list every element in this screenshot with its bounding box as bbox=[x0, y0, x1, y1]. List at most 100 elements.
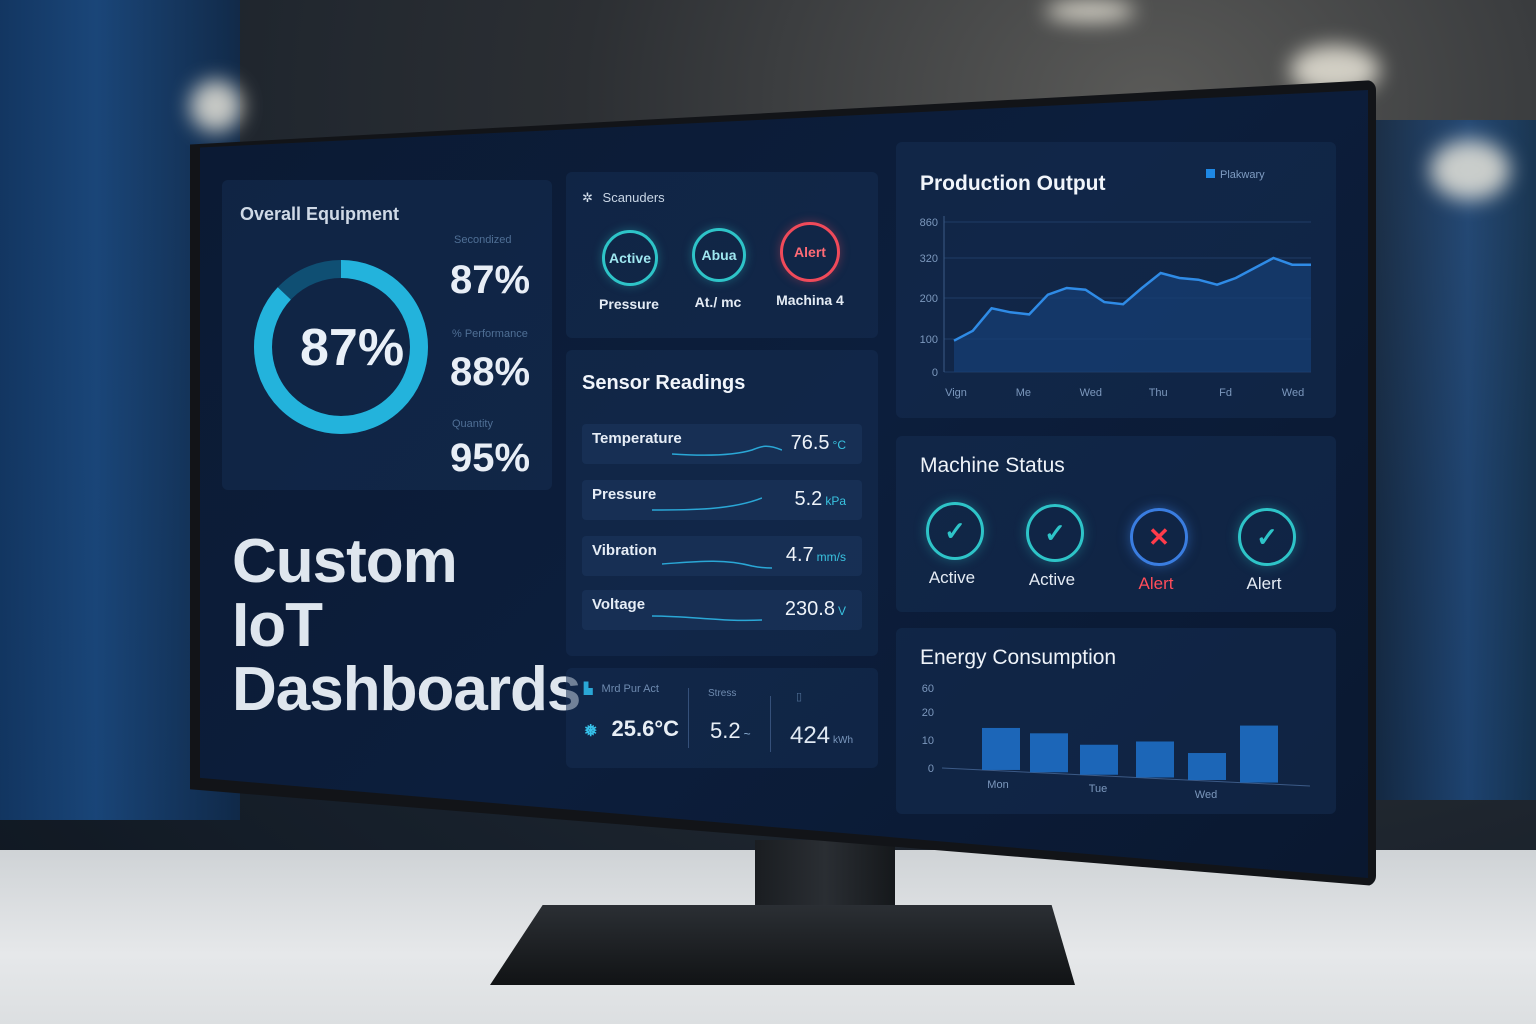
production-title: Production Output bbox=[920, 172, 1106, 195]
oee-gauge-value: 87% bbox=[300, 319, 405, 377]
sensor-value-number: 230.8 bbox=[784, 598, 835, 620]
x-tick-label: Wed bbox=[1282, 387, 1304, 399]
sensor-unit: mm/s bbox=[816, 550, 846, 564]
status-label: At./ mc bbox=[694, 294, 742, 310]
summary-panel bbox=[566, 668, 878, 768]
energy-bar bbox=[1136, 741, 1174, 778]
x-axis bbox=[941, 767, 1311, 787]
sensor-value: 76.5 °C bbox=[791, 432, 846, 455]
chart-icon: ▙ bbox=[584, 683, 593, 695]
monitor-stand-base bbox=[490, 905, 1075, 985]
sparkline bbox=[652, 497, 762, 511]
headline-line: Dashboards bbox=[232, 655, 581, 724]
x-mark-icon: ✕ bbox=[1148, 521, 1170, 552]
sensor-value: 230.8 V bbox=[785, 598, 846, 621]
sensor-unit: V bbox=[837, 604, 846, 618]
metric-value: 87% bbox=[450, 258, 531, 302]
sensor-row-vibration[interactable]: Vibration 4.7 mm/s bbox=[582, 536, 862, 576]
metric-value: 95% bbox=[450, 436, 531, 480]
summary-unit: ~ bbox=[743, 727, 751, 741]
machine-status-indicator[interactable]: ✕ bbox=[1130, 508, 1188, 566]
headline: Custom IoT Dashboards bbox=[232, 527, 581, 724]
summary-header: ▙ Mrd Pur Act bbox=[584, 682, 659, 695]
sensor-value-number: 76.5 bbox=[790, 432, 830, 454]
ceiling-light bbox=[1045, 0, 1135, 22]
battery-icon: ▯ bbox=[796, 691, 803, 703]
oee-panel bbox=[222, 180, 552, 490]
metric-label: % Performance bbox=[452, 328, 528, 340]
metric-value: 88% bbox=[450, 350, 531, 394]
summary-value-energy: 424 kWh bbox=[790, 722, 853, 750]
headline-line: IoT bbox=[232, 591, 323, 660]
check-icon: ✓ bbox=[1256, 521, 1278, 552]
summary-value: 5.2 bbox=[710, 718, 741, 743]
machine-status-title: Machine Status bbox=[920, 454, 1065, 477]
summary-value: 424 bbox=[790, 722, 831, 749]
sensor-unit: °C bbox=[832, 438, 846, 452]
oee-title: Overall Equipment bbox=[240, 204, 400, 224]
sensor-panel bbox=[566, 350, 878, 656]
energy-bar bbox=[1188, 753, 1226, 781]
y-tick-label: 100 bbox=[920, 334, 938, 346]
sensor-row-pressure[interactable]: Pressure 5.2 kPa bbox=[582, 480, 862, 520]
machine-status-indicator[interactable]: ✓ bbox=[926, 502, 984, 560]
status-circle-abua[interactable]: Abua bbox=[692, 228, 746, 282]
energy-bar bbox=[1240, 725, 1278, 783]
y-tick-label: 320 bbox=[920, 253, 938, 265]
energy-bar bbox=[982, 727, 1020, 770]
machine-status-label: Alert bbox=[1138, 574, 1174, 593]
summary-value: 25.6°C bbox=[611, 716, 680, 741]
y-tick-label: 0 bbox=[928, 763, 934, 775]
scanners-title: ✲ Scanuders bbox=[582, 190, 665, 206]
summary-value-stress: 5.2 ~ bbox=[710, 718, 751, 744]
energy-chart: 0 10 20 60 Mon Tue Wed bbox=[922, 683, 1311, 801]
sensor-name: Voltage bbox=[592, 596, 646, 613]
x-tick-label: Tue bbox=[1089, 783, 1108, 795]
x-tick-label: Fd bbox=[1219, 387, 1232, 399]
sensor-panel-title: Sensor Readings bbox=[582, 372, 746, 394]
summary-value-temp: ❅ 25.6°C bbox=[584, 716, 679, 742]
machine-status-label: Active bbox=[1028, 570, 1076, 589]
sensor-value: 5.2 kPa bbox=[795, 488, 847, 511]
legend-swatch bbox=[1206, 169, 1215, 178]
status-circle-alert[interactable]: Alert bbox=[780, 222, 840, 282]
sensor-name: Vibration bbox=[592, 542, 657, 559]
flame-icon: ❅ bbox=[584, 723, 598, 740]
status-label: Machina 4 bbox=[776, 292, 844, 308]
gear-icon: ✲ bbox=[582, 190, 593, 205]
ceiling-light bbox=[1430, 140, 1510, 200]
machine-status-label: Active bbox=[928, 568, 976, 587]
energy-panel bbox=[896, 628, 1336, 814]
oee-gauge bbox=[254, 260, 428, 434]
sensor-unit: kPa bbox=[825, 494, 846, 508]
machine-status-indicator[interactable]: ✓ bbox=[1238, 508, 1296, 566]
check-icon: ✓ bbox=[944, 515, 966, 546]
status-label: Pressure bbox=[599, 296, 659, 312]
status-circle-active[interactable]: Active bbox=[602, 230, 658, 286]
x-tick-label: Wed bbox=[1195, 789, 1217, 801]
metric-label: Secondized bbox=[454, 234, 512, 246]
check-icon: ✓ bbox=[1044, 517, 1066, 548]
sensor-value: 4.7 mm/s bbox=[786, 544, 846, 567]
y-tick-label: 20 bbox=[922, 707, 934, 719]
production-chart: 0 100 200 320 860 Vign Me Wed Thu Fd Wed bbox=[920, 216, 1311, 399]
area-fill bbox=[954, 258, 1311, 372]
sensor-row-temperature[interactable]: Temperature 76.5 °C bbox=[582, 424, 862, 464]
y-tick-label: 60 bbox=[922, 683, 934, 695]
energy-bar bbox=[1030, 733, 1068, 773]
sensor-name: Temperature bbox=[592, 430, 682, 447]
sensor-row-voltage[interactable]: Voltage 230.8 V bbox=[582, 590, 862, 630]
divider bbox=[770, 696, 771, 752]
headline-line: Custom bbox=[232, 527, 458, 596]
summary-label: Stress bbox=[708, 688, 737, 699]
sparkline bbox=[652, 615, 762, 622]
divider bbox=[688, 688, 689, 748]
energy-title: Energy Consumption bbox=[920, 646, 1117, 669]
y-tick-label: 860 bbox=[920, 217, 938, 229]
sensor-value-number: 5.2 bbox=[794, 488, 823, 510]
background-machinery-right bbox=[1366, 120, 1536, 800]
sensor-value-number: 4.7 bbox=[785, 544, 814, 566]
series-line bbox=[953, 256, 1311, 342]
machine-status-indicator[interactable]: ✓ bbox=[1026, 504, 1084, 562]
sparkline bbox=[662, 560, 772, 569]
